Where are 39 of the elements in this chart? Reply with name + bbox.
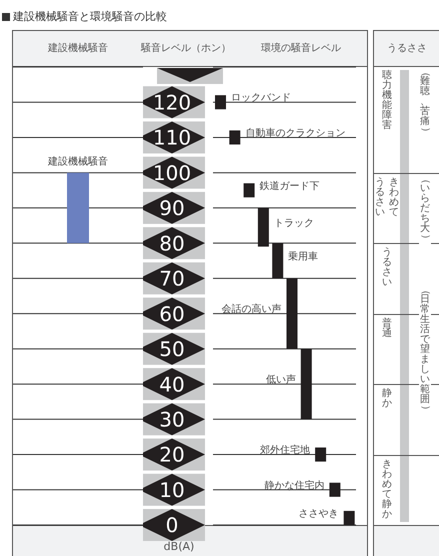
series-label: 鉄道ガード下 bbox=[260, 180, 320, 192]
y-tick-label: 100 bbox=[152, 160, 192, 185]
text: dB(A) bbox=[162, 540, 196, 553]
category-label: （いらだち大） bbox=[420, 174, 431, 244]
category-label: 静か bbox=[382, 388, 392, 410]
category-label: （難聴、苦痛） bbox=[420, 67, 431, 137]
series-label: 会話の高い声 bbox=[222, 303, 282, 316]
series-label: 静かな住宅内 bbox=[264, 479, 324, 492]
y-tick-label: 30 bbox=[159, 408, 185, 432]
category-label: 普通 bbox=[382, 318, 392, 339]
y-tick-label: 60 bbox=[159, 302, 185, 326]
category-label: きわめて静か bbox=[382, 458, 392, 520]
series-label: 郊外住宅地 bbox=[260, 444, 310, 456]
y-tick-label: 80 bbox=[159, 231, 185, 256]
series-label: ロックバンド bbox=[231, 92, 291, 104]
y-tick-label: 90 bbox=[159, 196, 185, 220]
y-tick-label: 120 bbox=[152, 90, 192, 114]
y-tick-label: 0 bbox=[166, 513, 178, 538]
series-label: トラック bbox=[274, 218, 314, 229]
chart-subtitle: 建設機械騒音 bbox=[48, 43, 108, 54]
series-label: 乗用車 bbox=[288, 250, 318, 262]
y-tick-label: 110 bbox=[152, 126, 192, 150]
y-tick-label: 50 bbox=[159, 337, 185, 362]
category-label: 聴力機能障害 bbox=[382, 70, 392, 131]
series-label: 低い声 bbox=[266, 374, 296, 386]
y-tick-label: 40 bbox=[159, 372, 185, 396]
category-label: うるさい bbox=[382, 247, 392, 288]
series-label: 自動車のクラクション bbox=[245, 126, 346, 139]
category-label: （日常生活で望ましい範囲） bbox=[420, 284, 431, 415]
chart-title: 環境の騒音レベル bbox=[260, 42, 342, 55]
series-label: 建設機械騒音 bbox=[47, 156, 108, 168]
y-tick-label: 20 bbox=[159, 442, 185, 467]
series-label: ささやき bbox=[298, 508, 339, 520]
y-axis-title: 騒音レベル（ホン） bbox=[140, 42, 232, 55]
y-tick-label: 70 bbox=[159, 266, 185, 291]
category-label: きわめてうるさい bbox=[375, 176, 399, 218]
text: うるささ bbox=[386, 42, 428, 55]
y-tick-label: 10 bbox=[159, 478, 185, 502]
chart-title: 建設機械騒音と環境騒音の比較 bbox=[13, 9, 167, 24]
